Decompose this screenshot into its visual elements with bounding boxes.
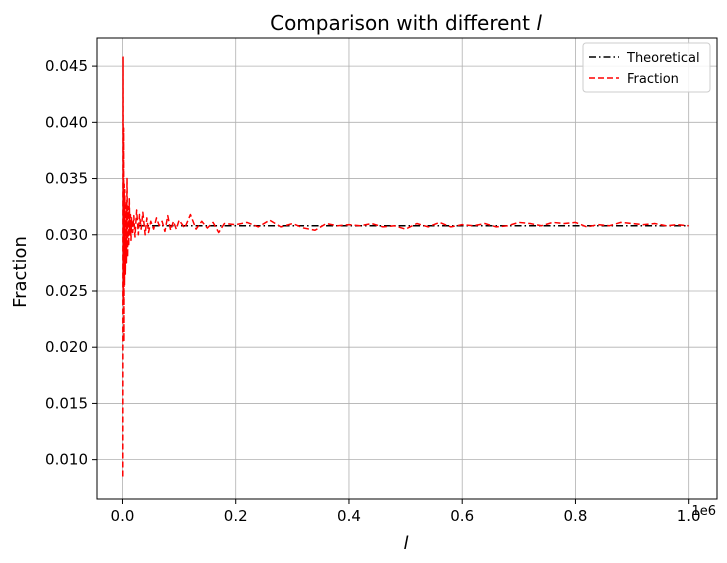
y-tick-label: 0.040 xyxy=(45,113,88,131)
legend-box xyxy=(582,42,711,93)
x-tick-label: 0.0 xyxy=(111,507,135,525)
grid xyxy=(97,38,717,499)
plot-frame xyxy=(96,37,718,500)
y-tick-label: 0.010 xyxy=(45,451,88,469)
chart-title: Comparison with different l xyxy=(270,11,542,35)
y-tick-label: 0.025 xyxy=(45,282,88,300)
x-axis-label: l xyxy=(403,533,408,554)
y-tick-label: 0.030 xyxy=(45,226,88,244)
y-tick-label: 0.045 xyxy=(45,57,88,75)
legend-label-theoretical: Theoretical xyxy=(626,51,700,66)
y-tick-label: 0.035 xyxy=(45,170,88,188)
chart-title-prefix: Comparison with different xyxy=(270,11,536,35)
x-tick-label: 0.8 xyxy=(564,507,588,525)
x-offset-label: 1e6 xyxy=(691,504,716,519)
legend-label-fraction: Fraction xyxy=(627,72,679,87)
y-tick-label: 0.015 xyxy=(45,394,88,412)
x-tick-label: 0.6 xyxy=(450,507,474,525)
legend: Theoretical Fraction xyxy=(582,42,711,93)
x-tick-label: 0.2 xyxy=(224,507,248,525)
series-layer xyxy=(122,56,689,477)
y-axis-label: Fraction xyxy=(10,236,31,308)
series-line-fraction xyxy=(122,56,689,477)
x-tick-label: 1.0 xyxy=(677,507,701,525)
y-tick-label: 0.020 xyxy=(45,338,88,356)
x-tick-label: 0.4 xyxy=(337,507,361,525)
ticks: 0.0 0.2 0.4 0.6 0.8 1.0 0.010 0.015 0.020 0.025 0.… xyxy=(45,57,701,525)
chart-title-var: l xyxy=(536,11,542,35)
